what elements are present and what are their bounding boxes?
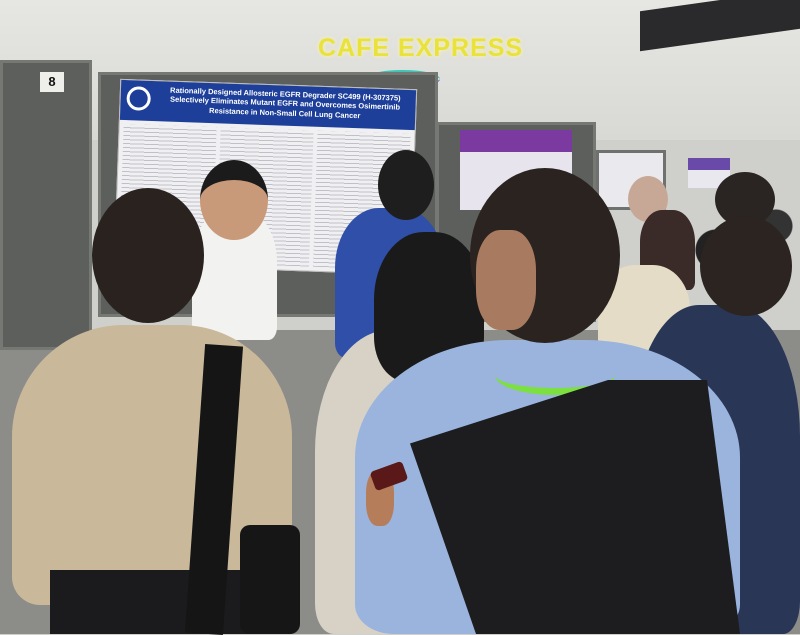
presenter-head [200, 160, 268, 240]
booth-number: 8 [40, 72, 64, 92]
poster-board-left [0, 60, 92, 350]
person-face [476, 230, 536, 330]
person-head [92, 188, 204, 323]
lanyard [495, 355, 615, 395]
shoulder-bag [240, 525, 300, 634]
cafe-express-sign: CAFE EXPRESS [318, 34, 524, 62]
person-head [700, 216, 792, 316]
person-head [378, 150, 434, 220]
